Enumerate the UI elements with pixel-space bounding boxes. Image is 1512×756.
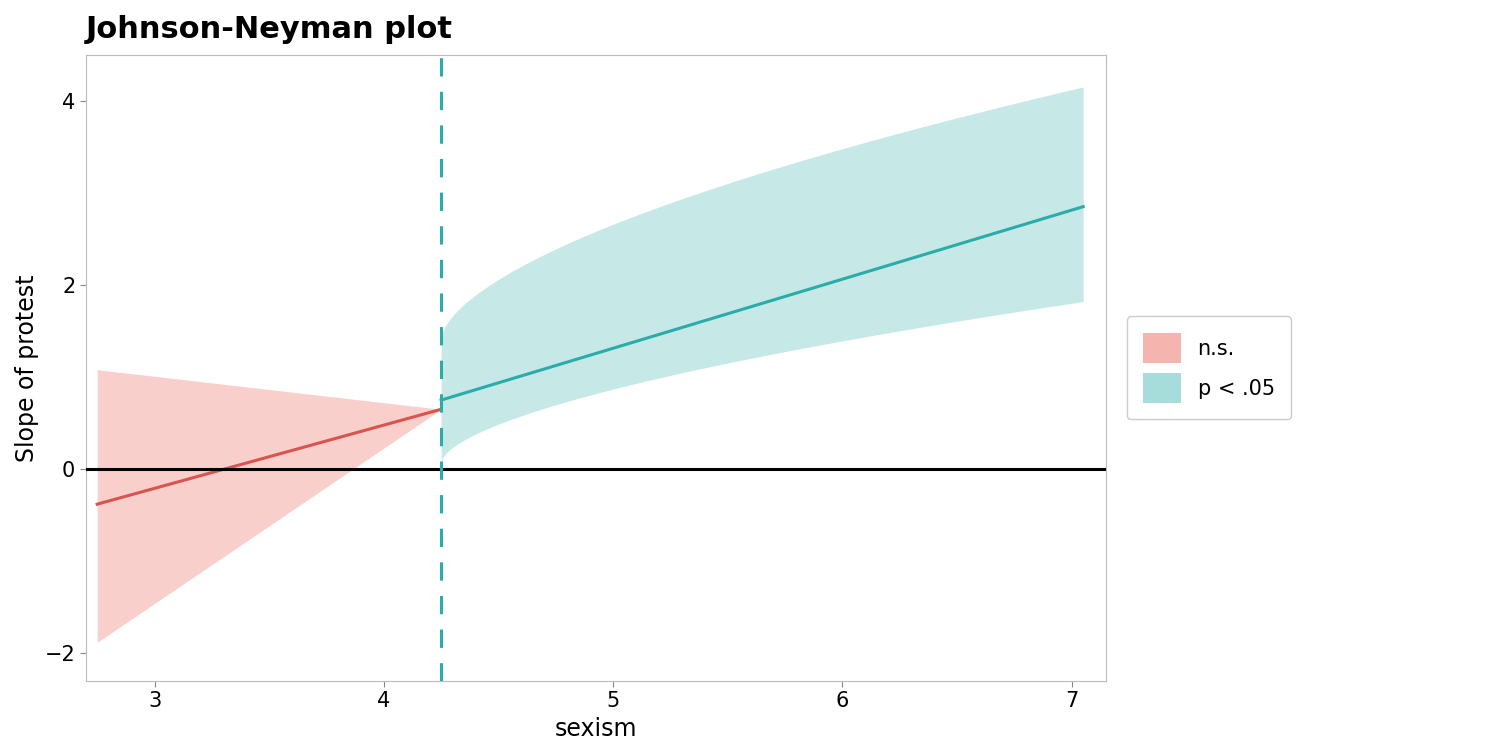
Y-axis label: Slope of protest: Slope of protest — [15, 274, 39, 462]
Text: Johnson-Neyman plot: Johnson-Neyman plot — [86, 15, 452, 44]
Legend: n.s., p < .05: n.s., p < .05 — [1126, 317, 1291, 419]
X-axis label: sexism: sexism — [555, 717, 637, 741]
